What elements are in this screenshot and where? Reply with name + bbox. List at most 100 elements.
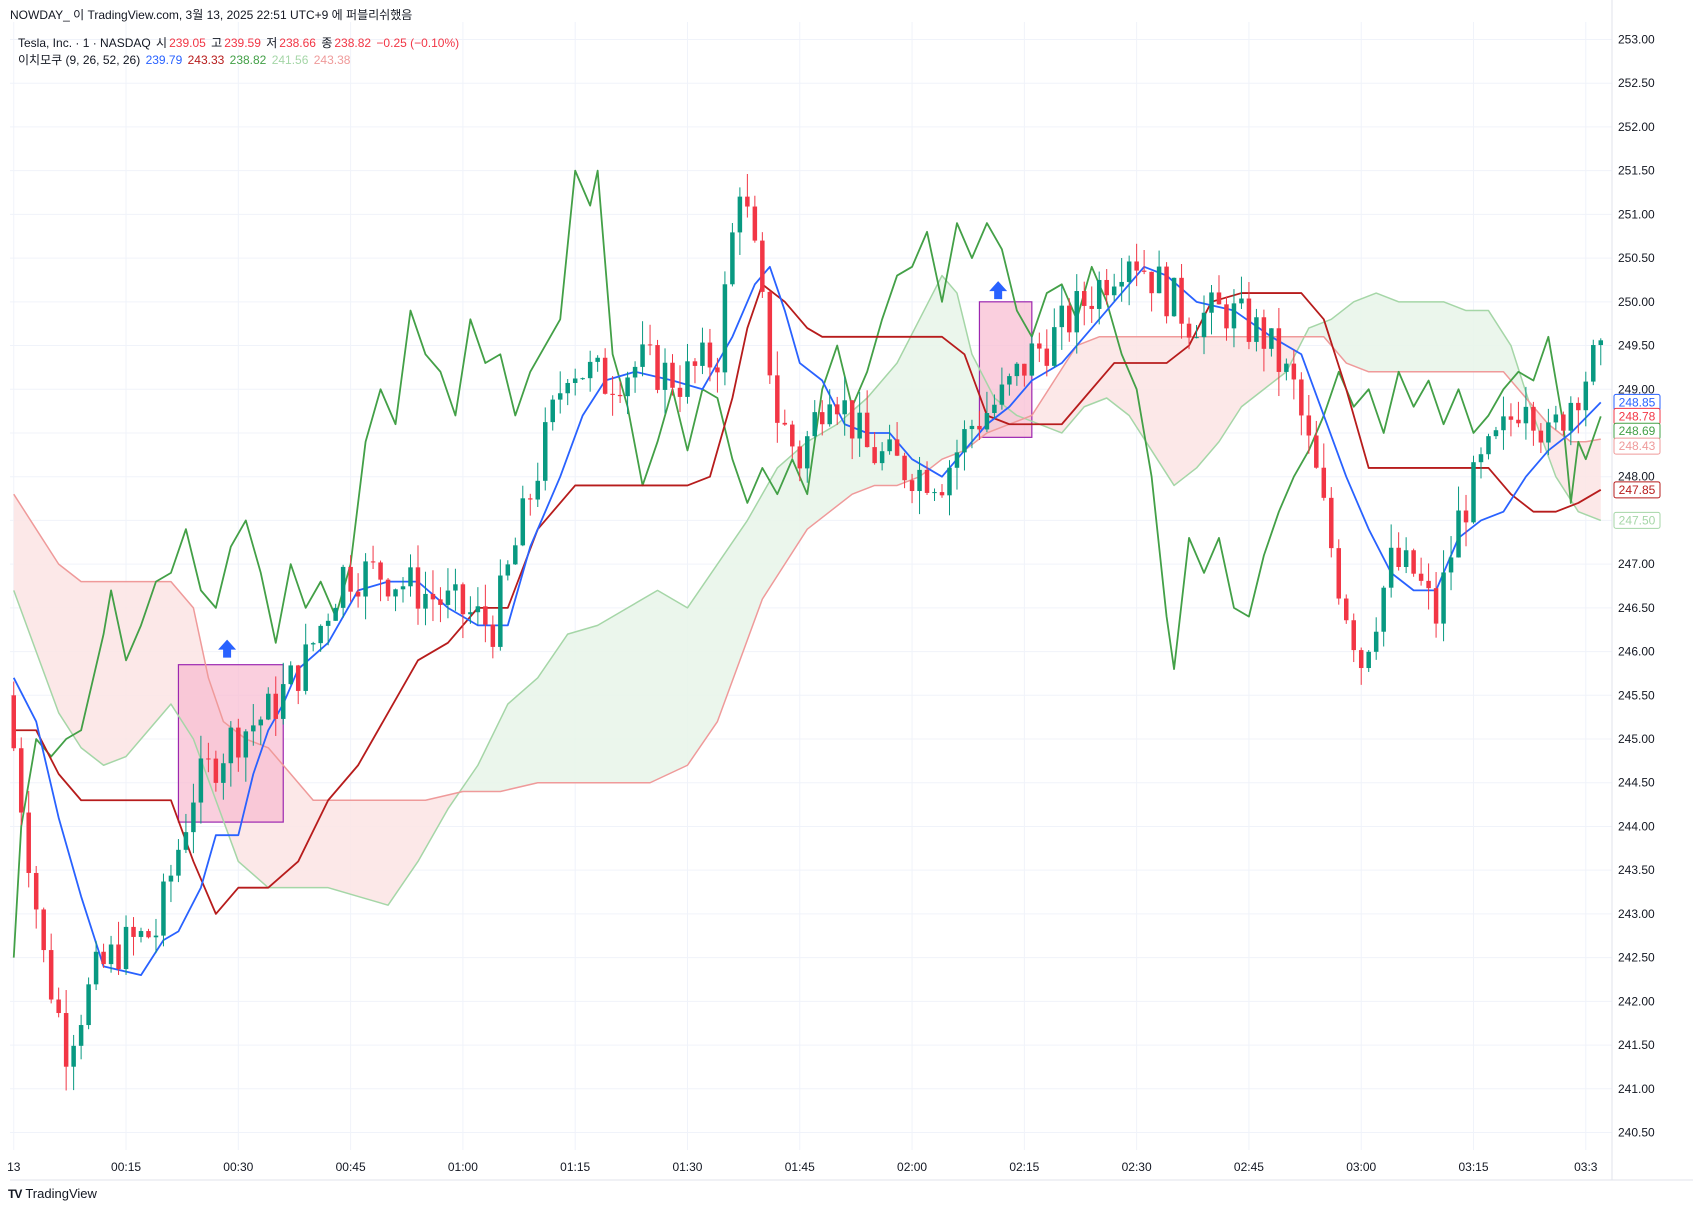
candle-body <box>790 424 795 447</box>
candle-body <box>700 342 705 366</box>
candle-body <box>408 567 413 587</box>
candle-body <box>93 951 99 985</box>
candle-body <box>236 727 241 758</box>
y-tick-label: 247.00 <box>1618 557 1655 571</box>
candle-body <box>183 832 189 850</box>
candle-body <box>737 196 743 233</box>
candle-body <box>1216 292 1222 305</box>
candle-body <box>1231 303 1237 329</box>
candle-body <box>557 393 563 400</box>
candle-body <box>610 393 615 395</box>
candle-body <box>1194 337 1199 339</box>
candle-body <box>760 240 765 292</box>
candle-body <box>1104 279 1109 296</box>
grid <box>10 22 1612 1150</box>
candle-body <box>1388 547 1394 588</box>
candle-body <box>1546 422 1551 443</box>
candle-body <box>325 620 331 626</box>
highlight-boxes <box>177 301 1033 823</box>
candle-body <box>273 693 278 719</box>
y-tick-label: 245.00 <box>1618 732 1655 746</box>
y-tick-label: 241.00 <box>1618 1082 1655 1096</box>
candle-body <box>1463 510 1469 523</box>
candle-body <box>206 758 211 760</box>
candle-body <box>640 344 645 367</box>
candle-body <box>468 612 473 615</box>
x-tick-label: 01:45 <box>785 1160 815 1174</box>
candle-body <box>685 361 690 397</box>
candle-body <box>819 412 825 425</box>
candle-body <box>116 944 121 970</box>
candle-body <box>348 566 353 592</box>
candle-body <box>1493 430 1499 437</box>
candle-body <box>917 469 922 492</box>
x-tick-label: 02:00 <box>897 1160 927 1174</box>
y-tick-label: 242.00 <box>1618 994 1655 1008</box>
price-label: 248.78 <box>1613 407 1661 425</box>
candle-body <box>63 1013 69 1067</box>
candle-body <box>805 436 810 469</box>
x-tick-label: 00:15 <box>111 1160 141 1174</box>
candle-body <box>1029 343 1035 376</box>
candle-body <box>1246 298 1252 342</box>
candle-body <box>333 607 338 621</box>
candle-body <box>857 412 862 439</box>
y-tick-label: 244.50 <box>1618 776 1655 790</box>
candle-body <box>11 695 16 749</box>
y-tick-label: 244.00 <box>1618 819 1655 833</box>
candle-body <box>1284 363 1289 372</box>
candle-body <box>745 196 750 207</box>
price-label-text: 248.43 <box>1619 439 1656 453</box>
y-tick-label: 253.00 <box>1618 32 1655 46</box>
candle-body <box>41 909 46 951</box>
candle-body <box>1501 416 1506 431</box>
candle-body <box>513 545 518 565</box>
y-tick-label: 245.50 <box>1618 688 1655 702</box>
candle-body <box>1508 416 1514 420</box>
candle-body <box>423 593 428 609</box>
candle-body <box>475 606 481 613</box>
indicator-legend: 이치모쿠 (9, 26, 52, 26) 239.79 243.33 238.8… <box>18 51 352 68</box>
footer-brand: TV TradingView <box>8 1186 97 1201</box>
candle-body <box>872 447 877 464</box>
candle-body <box>647 344 653 346</box>
y-tick-label: 249.00 <box>1618 382 1655 396</box>
candle-body <box>363 561 368 597</box>
candle-body <box>483 606 488 625</box>
candle-body <box>295 665 301 691</box>
indicator-name[interactable]: 이치모쿠 (9, 26, 52, 26) <box>18 53 141 67</box>
signal-arrows <box>218 281 1008 658</box>
ichimoku-lines <box>12 169 1602 977</box>
candle-body <box>48 950 54 1000</box>
candle-body <box>1321 467 1327 498</box>
symbol-name[interactable]: Tesla, Inc. · 1 · NASDAQ <box>18 36 151 50</box>
candle-body <box>1411 550 1416 574</box>
candle-body <box>1448 557 1454 573</box>
candle-body <box>198 758 204 803</box>
candle-body <box>108 944 114 965</box>
candle-body <box>730 232 735 285</box>
candle-body <box>602 357 608 394</box>
candle-body <box>453 584 458 591</box>
candle-body <box>1126 261 1132 282</box>
candle-body <box>213 758 219 783</box>
candle-body <box>1052 327 1057 366</box>
candle-body <box>1044 348 1050 366</box>
candle-body <box>1209 292 1214 313</box>
candle-body <box>370 561 376 563</box>
candle-body <box>969 425 975 430</box>
candle-body <box>849 400 855 439</box>
candle-body <box>266 693 271 720</box>
candle-body <box>580 378 585 380</box>
candle-body <box>954 452 960 468</box>
candle-body <box>947 467 952 496</box>
candle-body <box>168 875 174 882</box>
candle-body <box>445 590 451 605</box>
candle-body <box>1111 286 1117 296</box>
candle-body <box>909 480 915 492</box>
low-value: 238.66 <box>279 36 316 50</box>
candle-body <box>1329 497 1334 549</box>
candle-body <box>1478 454 1484 463</box>
tenkan-line <box>12 265 1602 977</box>
